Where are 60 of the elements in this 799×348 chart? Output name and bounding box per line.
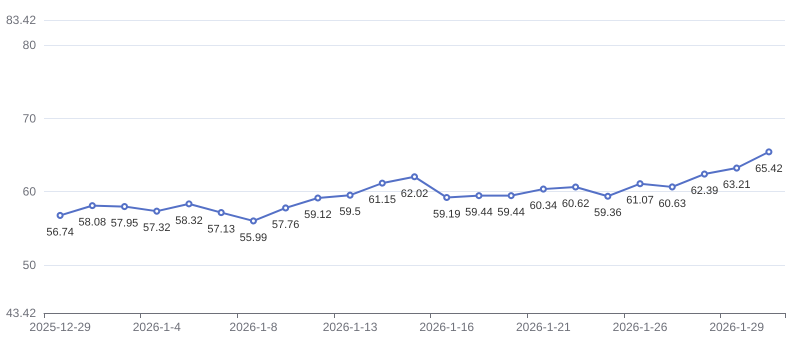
point bbox=[733, 164, 740, 172]
data-label: 60.62 bbox=[562, 198, 590, 210]
data-label: 59.5 bbox=[339, 206, 361, 218]
data-label: 59.36 bbox=[594, 207, 622, 220]
data-label: 55.99 bbox=[240, 232, 268, 244]
data-label: 57.95 bbox=[110, 218, 138, 230]
data-label: 58.08 bbox=[78, 216, 106, 229]
point bbox=[636, 180, 644, 188]
point bbox=[508, 192, 515, 200]
data-label: 62.39 bbox=[690, 185, 718, 198]
point bbox=[153, 208, 160, 215]
point bbox=[475, 192, 482, 200]
point bbox=[346, 192, 354, 199]
point bbox=[700, 170, 708, 178]
data-label: 58.32 bbox=[175, 214, 203, 227]
data-label: 62.02 bbox=[400, 188, 428, 200]
data-label: 60.34 bbox=[530, 200, 558, 212]
point bbox=[443, 194, 450, 201]
point bbox=[250, 217, 257, 224]
y-tick-label: 43.42 bbox=[6, 306, 36, 320]
data-label: 57.13 bbox=[207, 224, 235, 236]
point bbox=[282, 204, 290, 212]
data-label: 59.12 bbox=[304, 208, 332, 221]
data-label: 61.15 bbox=[368, 194, 396, 206]
data-label: 56.74 bbox=[46, 226, 74, 238]
data-label: 63.21 bbox=[722, 179, 750, 192]
point bbox=[314, 194, 322, 202]
x-tick-label: 2026-1-29 bbox=[709, 320, 764, 334]
point bbox=[56, 212, 64, 219]
point bbox=[88, 202, 96, 210]
x-tick-label: 2026-1-4 bbox=[132, 320, 182, 334]
y-tick-label: 60 bbox=[22, 184, 36, 199]
x-tick-label: 2025-12-29 bbox=[29, 320, 92, 334]
y-tick-label: 70 bbox=[22, 111, 36, 126]
point bbox=[378, 180, 386, 187]
y-tick-label: 80 bbox=[22, 38, 36, 52]
data-label: 59.19 bbox=[432, 208, 460, 220]
data-label: 57.32 bbox=[142, 222, 171, 234]
point bbox=[572, 184, 580, 191]
point bbox=[765, 148, 772, 156]
x-tick-label: 2026-1-21 bbox=[516, 320, 572, 334]
data-label: 59.44 bbox=[497, 206, 525, 219]
data-label: 65.42 bbox=[755, 162, 783, 175]
data-label: 57.76 bbox=[272, 218, 300, 231]
point bbox=[604, 192, 612, 200]
y-tick-label: 83.42 bbox=[6, 13, 36, 27]
x-tick-label: 2026-1-26 bbox=[612, 320, 668, 334]
y-tick-label: 50 bbox=[22, 258, 36, 272]
point bbox=[540, 186, 547, 193]
data-label: 60.63 bbox=[658, 198, 686, 210]
point bbox=[185, 200, 192, 208]
point bbox=[218, 209, 225, 216]
data-label: 59.44 bbox=[465, 206, 493, 219]
point bbox=[411, 173, 418, 180]
point bbox=[668, 183, 676, 190]
point bbox=[121, 203, 128, 210]
x-tick-label: 2026-1-16 bbox=[419, 320, 474, 334]
x-tick-label: 2026-1-8 bbox=[229, 320, 278, 334]
data-label: 61.07 bbox=[626, 194, 654, 207]
x-tick-label: 2026-1-13 bbox=[322, 320, 378, 334]
